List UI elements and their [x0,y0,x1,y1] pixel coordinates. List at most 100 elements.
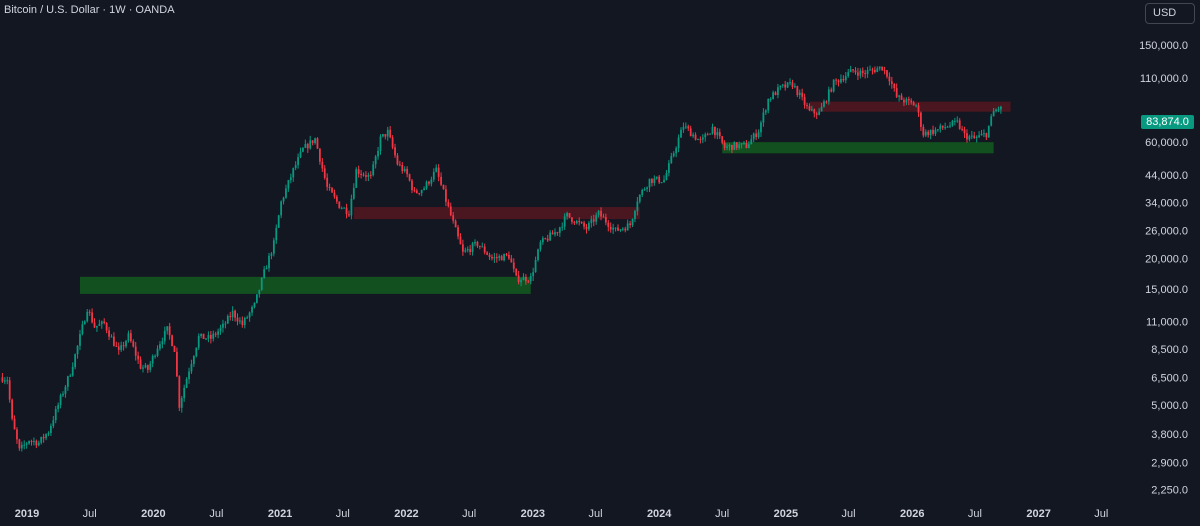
time-tick-label: 2020 [141,508,165,520]
candle-body [408,174,411,181]
candle-body [413,190,416,192]
candle-body [653,178,656,184]
candle-body [956,120,959,122]
candle-body [415,190,418,194]
candle-body [127,333,130,341]
candle-body [362,174,365,176]
price-tick-label: 44,000.0 [1145,170,1188,182]
candle-body [602,216,605,218]
candle-body [369,174,372,176]
candle-body [79,334,81,346]
candle-body [517,275,520,283]
candle-body [910,100,913,103]
candle-body [236,317,239,322]
currency-button[interactable]: USD [1145,3,1195,24]
candle-body [440,176,442,185]
candle-body [401,164,404,172]
candle-body [687,126,690,129]
candle-body [304,144,307,148]
candle-body [229,316,232,318]
candle-body [151,356,154,364]
candle-body [697,139,699,141]
candle-body [319,148,321,162]
candle-body [435,167,438,172]
candle-body [670,156,673,164]
candle-body [861,70,864,74]
candle-body [384,134,387,137]
candle-body [621,228,624,230]
candle-body [173,345,176,352]
candle-body [929,129,932,136]
candle-body [842,78,845,81]
candle-body [20,444,23,449]
time-tick-label: Jul [842,508,856,520]
candle-body [864,73,867,75]
candle-body [629,223,632,226]
candle-body [316,138,319,149]
candle-body [352,187,355,199]
candle-body [459,236,462,245]
candle-body [241,320,244,325]
candle-body [486,252,489,255]
candle-body [154,355,157,357]
candle-body [197,336,200,348]
candle-body [212,333,215,339]
candle-body [285,188,287,198]
candle-body [137,355,140,360]
candle-body [636,201,639,212]
candle-body [425,181,428,189]
candle-body [888,76,891,82]
candle-body [764,110,767,113]
candle-body [813,109,816,114]
candle-body [161,341,164,345]
symbol-title[interactable]: Bitcoin / U.S. Dollar · 1W · OANDA [4,4,175,16]
candles-layer [1,65,1002,452]
candle-body [382,134,384,137]
candle-body [585,226,588,230]
candle-body [983,133,985,135]
candle-body [86,311,89,322]
candle-body [1,377,4,382]
candle-body [905,98,908,103]
price-tick-label: 6,500.0 [1151,372,1188,384]
candle-body [917,105,920,113]
candle-body [500,256,503,261]
candle-body [634,211,636,219]
candle-body [808,106,811,111]
candle-body [125,340,127,347]
time-tick-label: Jul [209,508,223,520]
candle-body [924,131,927,136]
candle-body [144,365,147,368]
candle-body [108,330,110,337]
candle-body [873,69,876,72]
candle-body [886,70,888,77]
candle-body [726,146,728,148]
candle-body [515,268,518,276]
time-axis[interactable]: 2019 Jul 2020 Jul 2021 Jul 2022 Jul 2023 Jul 2024 J… [15,508,1109,520]
candle-body [275,227,278,241]
candle-body [168,326,171,336]
candle-body [810,109,813,111]
candle-body [64,386,67,394]
candle-body [520,280,522,283]
candle-body [447,201,450,207]
candle-body [999,106,1002,110]
candle-body [287,180,290,189]
candle-body [827,89,830,102]
candle-body [578,220,581,223]
candle-body [757,132,760,138]
candle-body [777,87,779,96]
time-tick-label: 2025 [774,508,798,520]
candle-body [573,221,576,224]
candle-body [45,434,47,439]
candle-body [563,216,566,227]
candle-body [503,254,505,261]
candle-body [951,120,954,126]
price-tick-label: 34,000.0 [1145,197,1188,209]
candle-body [176,351,178,377]
candle-body [600,210,602,217]
candle-body [849,69,852,73]
price-axis[interactable]: 150,000.0 110,000.0 60,000.0 44,000.0 34,000… [1139,40,1188,496]
candle-body [258,289,261,295]
